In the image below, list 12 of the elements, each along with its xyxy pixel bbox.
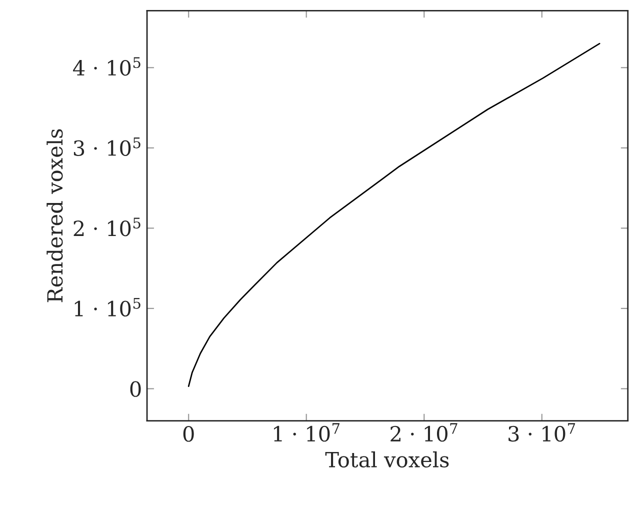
x-tick-label: 0: [183, 426, 194, 442]
line-series: [188, 42, 600, 387]
x-tick-label: 3 · 10$^{7}$: [508, 423, 576, 442]
y-tick-label: 3 · 10$^{5}$: [74, 137, 140, 156]
y-tick-label: 4 · 10$^{5}$: [73, 57, 140, 76]
y-axis-title: Rendered voxels: [46, 129, 63, 302]
x-axis-title: Total voxels: [325, 451, 449, 468]
y-tick-label: 0: [130, 381, 141, 397]
x-tick-label: 1 · 10$^{7}$: [274, 423, 340, 442]
y-tick-label: 1 · 10$^{5}$: [74, 298, 140, 317]
x-tick-label: 2 · 10$^{7}$: [390, 423, 458, 442]
y-tick-label: 2 · 10$^{5}$: [74, 218, 140, 236]
